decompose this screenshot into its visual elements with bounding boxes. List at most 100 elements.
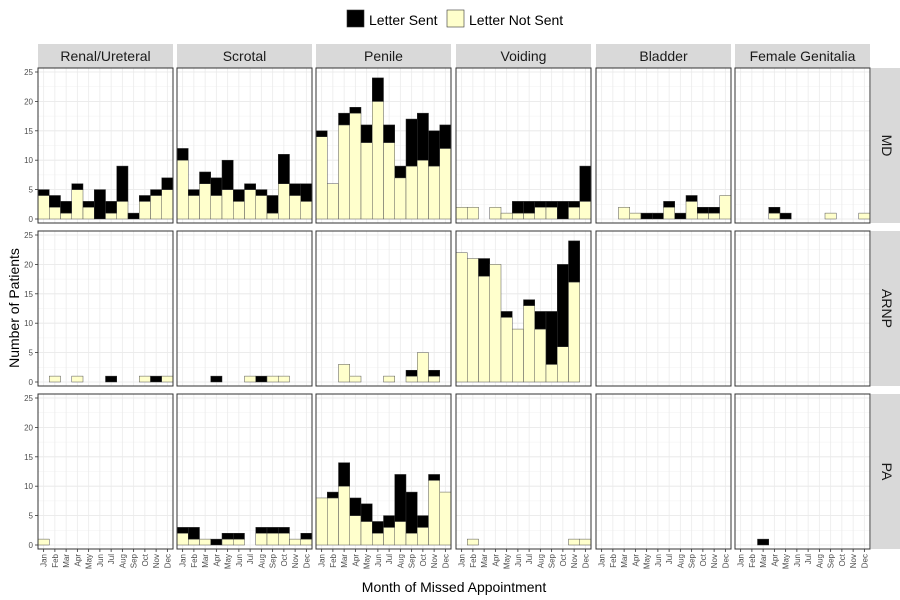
bar-letter-not-sent-oct	[139, 375, 151, 383]
bar-letter-not-sent-dec	[161, 189, 174, 220]
bar-letter-sent-apr	[210, 538, 223, 546]
panel-arnp-bladder	[595, 230, 732, 387]
y-tick-label: 5	[29, 186, 34, 195]
bar-letter-not-sent-may	[360, 521, 373, 546]
x-tick-label-nov: Nov	[849, 554, 858, 568]
bar-letter-sent-sep	[266, 195, 279, 214]
bar-letter-not-sent-feb	[327, 183, 339, 220]
bar-letter-sent-aug	[534, 201, 547, 208]
panel-border	[595, 67, 732, 224]
bar-letter-sent-mar	[60, 201, 72, 214]
panel-pa-female-genitalia	[734, 393, 871, 550]
bar-letter-not-sent-may	[500, 317, 513, 383]
x-tick-label-may: May	[363, 554, 372, 569]
x-tick-label-sep: Sep	[269, 553, 278, 568]
strip-pa	[871, 394, 900, 549]
x-tick-label-aug: Aug	[396, 554, 405, 568]
x-tick-label-aug: Aug	[676, 554, 685, 568]
panel-border	[37, 230, 174, 387]
bar-letter-sent-jun	[233, 532, 245, 540]
bar-letter-not-sent-oct	[278, 375, 290, 383]
panel-md-voiding	[455, 67, 592, 224]
bar-letter-not-sent-sep	[266, 532, 279, 546]
bar-letter-not-sent-aug	[255, 532, 268, 546]
x-tick-label-may: May	[85, 554, 94, 569]
bar-letter-not-sent-feb	[327, 497, 339, 546]
x-tick-label-aug: Aug	[815, 554, 824, 568]
bar-letter-sent-apr	[210, 375, 223, 383]
bar-letter-not-sent-sep	[266, 375, 279, 383]
y-tick-label: 0	[29, 541, 34, 550]
strip-female-genitalia	[735, 44, 870, 68]
strip-label-arnp: ARNP	[879, 289, 895, 328]
bar-letter-sent-aug	[255, 189, 268, 196]
bar-letter-sent-feb	[49, 195, 61, 208]
bar-letter-not-sent-feb	[49, 375, 61, 383]
bar-letter-sent-sep	[127, 212, 140, 220]
bar-letter-sent-may	[221, 532, 234, 540]
panel-md-scrotal	[176, 67, 313, 224]
x-tick-label-jul: Jul	[804, 554, 813, 564]
x-tick-label-sep: Sep	[130, 553, 139, 568]
x-tick-label-oct: Oct	[559, 553, 568, 566]
bar-letter-sent-jul	[105, 201, 117, 214]
bar-letter-not-sent-sep	[266, 212, 279, 220]
bar-letter-sent-may	[360, 503, 373, 522]
x-tick-label-jan: Jan	[458, 554, 467, 567]
bar-letter-not-sent-mar	[199, 538, 211, 546]
x-tick-label-mar: Mar	[759, 554, 768, 568]
bar-letter-not-sent-jul	[105, 212, 117, 220]
x-tick-label-apr: Apr	[631, 554, 640, 567]
y-tick-label: 20	[24, 97, 33, 106]
strip-label-pa: PA	[879, 463, 895, 481]
bar-letter-not-sent-aug	[116, 201, 129, 220]
bar-letter-sent-dec	[300, 183, 313, 202]
panel-border	[176, 230, 313, 387]
bar-letter-not-sent-mar	[338, 485, 350, 546]
bar-letter-not-sent-aug	[534, 328, 547, 383]
bar-letter-sent-mar	[338, 112, 350, 126]
bar-letter-sent-jun	[512, 201, 524, 214]
panel-border	[595, 230, 732, 387]
x-tick-label-feb: Feb	[469, 553, 478, 567]
bar-letter-sent-jun	[372, 521, 384, 534]
bar-letter-sent-jun	[372, 77, 384, 102]
panel-pa-renal-ureteral	[37, 393, 174, 550]
bar-letter-sent-may	[779, 212, 792, 220]
x-tick-label-jun: Jun	[514, 554, 523, 567]
bar-letter-not-sent-nov	[428, 480, 440, 546]
bar-letter-not-sent-mar	[338, 124, 350, 220]
bar-letter-not-sent-apr	[71, 189, 84, 220]
panel-border	[455, 393, 592, 550]
bar-letter-sent-nov	[428, 130, 440, 167]
x-tick-label-mar: Mar	[620, 554, 629, 568]
strip-label-md: MD	[879, 135, 895, 157]
x-tick-label-aug: Aug	[118, 554, 127, 568]
bar-letter-sent-oct	[278, 154, 290, 184]
bar-letter-sent-sep	[545, 311, 558, 365]
bar-letter-sent-jan	[176, 148, 189, 161]
x-tick-label-mar: Mar	[340, 554, 349, 568]
bar-letter-not-sent-nov	[428, 375, 440, 383]
strip-scrotal	[177, 44, 312, 68]
y-axis-title: Number of Patients	[6, 248, 22, 368]
bar-letter-not-sent-mar	[60, 212, 72, 220]
bar-letter-not-sent-jul	[663, 206, 675, 220]
bar-letter-sent-mar	[338, 462, 350, 487]
strip-voiding	[456, 44, 591, 68]
bar-letter-sent-oct	[557, 201, 569, 220]
x-tick-label-sep: Sep	[408, 553, 417, 568]
bar-letter-sent-aug	[255, 375, 268, 383]
y-tick-label: 15	[24, 453, 33, 462]
y-tick-label: 5	[29, 512, 34, 521]
strip-md	[871, 68, 900, 223]
strip-bladder	[596, 44, 731, 68]
x-tick-label-mar: Mar	[62, 554, 71, 568]
x-tick-label-jul: Jul	[246, 554, 255, 564]
x-tick-label-may: May	[643, 554, 652, 569]
y-tick-label: 5	[29, 349, 34, 358]
y-tick-label: 15	[24, 290, 33, 299]
bar-letter-not-sent-may	[221, 189, 234, 220]
strip-label-scrotal: Scrotal	[223, 48, 267, 64]
x-tick-label-dec: Dec	[721, 554, 730, 568]
